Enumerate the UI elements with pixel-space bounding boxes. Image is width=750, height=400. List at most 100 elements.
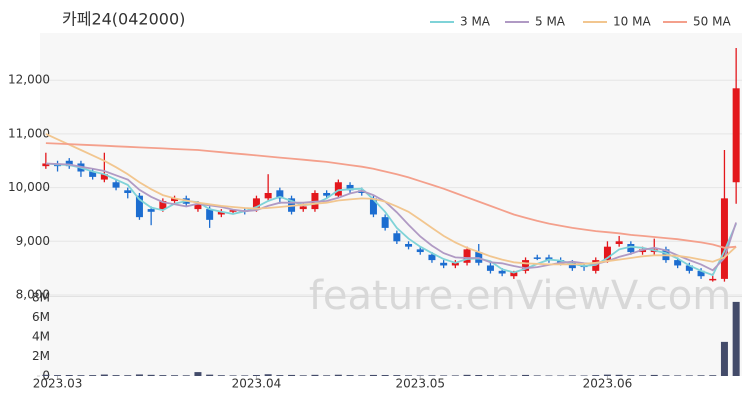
volume-bar <box>311 374 319 376</box>
volume-bar <box>428 375 436 376</box>
volume-bar <box>112 375 120 376</box>
volume-bar <box>510 375 518 376</box>
volume-bar <box>182 375 190 376</box>
x-tick-label: 2023.03 <box>33 377 83 391</box>
volume-bar <box>685 375 693 376</box>
volume-bar <box>627 375 635 376</box>
candle-body <box>674 260 682 266</box>
volume-bar <box>486 375 494 376</box>
candle-body <box>42 163 50 167</box>
candle-body <box>264 192 272 199</box>
candle-body <box>171 198 179 202</box>
candle-body <box>65 160 73 167</box>
volume-bar <box>674 375 682 376</box>
volume-bar <box>42 374 50 376</box>
volume-bar <box>732 301 740 376</box>
volume-bar <box>206 374 214 376</box>
y-tick-label: 9,000 <box>16 234 50 248</box>
volume-bar <box>451 375 459 376</box>
volume-bar <box>580 375 588 377</box>
volume-bar <box>463 374 471 376</box>
x-tick-label: 2023.04 <box>232 377 282 391</box>
legend-label: 3 MA <box>460 15 491 29</box>
candle-body <box>463 249 471 263</box>
volume-bar <box>381 375 389 376</box>
ma-line <box>45 133 737 266</box>
candle-body <box>533 257 541 259</box>
candle-body <box>451 262 459 266</box>
candle-body <box>522 260 530 271</box>
candle-body <box>346 184 354 191</box>
volume-bar <box>299 375 307 376</box>
candle-body <box>732 88 740 183</box>
volume-bar <box>720 341 728 376</box>
volume-bar <box>264 374 272 376</box>
y-tick-label: 8,000 <box>16 288 50 302</box>
legend-label: 5 MA <box>535 15 566 29</box>
volume-bar <box>498 375 506 376</box>
volume-bar <box>217 375 225 376</box>
volume-bar <box>405 375 413 376</box>
ma-line <box>45 162 737 272</box>
candle-body <box>159 201 167 210</box>
candle-body <box>627 243 635 253</box>
volume-bar <box>475 375 483 376</box>
volume-bar <box>194 372 202 376</box>
volume-bar <box>393 375 401 376</box>
volume-bar <box>334 374 342 376</box>
volume-bar <box>615 374 623 376</box>
volume-bar <box>171 375 179 376</box>
volume-bar <box>65 375 73 376</box>
volume-bar <box>369 374 377 376</box>
volume-bar <box>252 375 260 376</box>
legend-label: 10 MA <box>613 15 651 29</box>
candle-body <box>135 195 143 218</box>
volume-bar <box>568 375 576 376</box>
volume-bar <box>323 375 331 376</box>
chart-title: 카페24(042000) <box>62 10 185 29</box>
volume-bar <box>709 375 717 376</box>
y-tick-label: 8M <box>32 291 50 305</box>
volume-bar <box>241 375 249 376</box>
volume-bar <box>592 375 600 376</box>
y-tick-label: 11,000 <box>8 126 50 140</box>
volume-bar <box>100 374 108 376</box>
ma-line <box>45 142 737 249</box>
y-tick-label: 2M <box>32 349 50 363</box>
volume-bar <box>639 375 647 376</box>
candle-body <box>393 233 401 242</box>
candle-body <box>217 211 225 215</box>
candle-body <box>416 249 424 253</box>
candle-body <box>440 262 448 266</box>
volume-bar <box>124 375 132 376</box>
candle-body <box>252 198 260 210</box>
candle-body <box>229 210 237 212</box>
candle-body <box>334 182 342 196</box>
candle-body <box>100 174 108 180</box>
candle-body <box>124 190 132 193</box>
candle-body <box>369 198 377 215</box>
candle-body <box>486 265 494 271</box>
volume-bar <box>440 375 448 376</box>
candle-body <box>323 192 331 196</box>
volume-bar <box>533 375 541 376</box>
candle-body <box>299 206 307 210</box>
y-tick-label: 12,000 <box>8 73 50 87</box>
volume-bar <box>697 375 705 376</box>
volume-bar <box>545 375 553 377</box>
candle-body <box>709 278 717 281</box>
volume-bar <box>346 375 354 376</box>
candle-body <box>428 254 436 261</box>
volume-bar <box>276 375 284 376</box>
volume-bar <box>416 375 424 376</box>
volume-bar <box>557 375 565 377</box>
volume-bar <box>603 374 611 376</box>
candle-body <box>194 203 202 210</box>
volume-bar <box>288 374 296 376</box>
ma-line <box>45 162 737 277</box>
candle-body <box>112 182 120 188</box>
x-tick-label: 2023.06 <box>583 377 633 391</box>
candle-body <box>603 246 611 261</box>
volume-bar <box>77 375 85 376</box>
